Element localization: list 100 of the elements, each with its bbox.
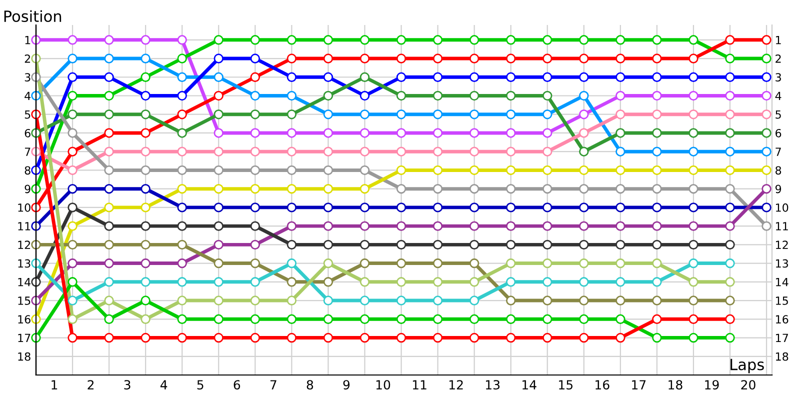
point bbox=[542, 221, 552, 231]
point bbox=[579, 110, 589, 120]
x-tick-label: 20 bbox=[741, 380, 756, 390]
point bbox=[469, 296, 480, 306]
y-tick-label: 3 bbox=[24, 73, 30, 82]
point bbox=[214, 90, 224, 101]
point bbox=[506, 314, 516, 324]
point bbox=[616, 296, 626, 306]
point bbox=[323, 90, 334, 101]
point bbox=[214, 221, 224, 231]
x-tick-label: 18 bbox=[668, 380, 682, 390]
point bbox=[506, 165, 516, 176]
point bbox=[725, 202, 735, 212]
point bbox=[250, 202, 260, 212]
point bbox=[68, 35, 78, 45]
point bbox=[104, 258, 114, 268]
point bbox=[762, 110, 772, 120]
x-tick-label: 7 bbox=[270, 380, 276, 390]
y-tick-label: 8 bbox=[24, 166, 30, 175]
point bbox=[286, 128, 297, 138]
point bbox=[323, 332, 334, 343]
point bbox=[725, 165, 735, 176]
point bbox=[177, 72, 187, 82]
point bbox=[104, 332, 114, 343]
point bbox=[177, 296, 187, 306]
point bbox=[542, 202, 552, 212]
point bbox=[214, 128, 224, 138]
point bbox=[323, 110, 334, 120]
point bbox=[652, 221, 662, 231]
point bbox=[360, 128, 370, 138]
point bbox=[469, 146, 480, 156]
point bbox=[250, 54, 260, 64]
point bbox=[506, 128, 516, 138]
point bbox=[469, 165, 480, 176]
point bbox=[725, 54, 735, 64]
y-tick-label: 15 bbox=[18, 296, 30, 305]
point bbox=[506, 110, 516, 120]
point bbox=[214, 110, 224, 120]
point bbox=[104, 240, 114, 250]
point bbox=[286, 146, 297, 156]
point bbox=[652, 240, 662, 250]
point bbox=[396, 72, 406, 82]
point bbox=[616, 277, 626, 287]
point bbox=[579, 332, 589, 343]
point bbox=[140, 277, 150, 287]
point bbox=[542, 240, 552, 250]
point bbox=[214, 184, 224, 194]
point bbox=[725, 240, 735, 250]
point bbox=[616, 110, 626, 120]
point bbox=[542, 128, 552, 138]
point bbox=[250, 314, 260, 324]
point bbox=[68, 54, 78, 64]
point bbox=[140, 54, 150, 64]
point bbox=[323, 128, 334, 138]
point bbox=[652, 165, 662, 176]
y2-tick-label: 11 bbox=[776, 222, 788, 230]
point bbox=[177, 277, 187, 287]
point bbox=[250, 165, 260, 176]
x-tick-label: 11 bbox=[412, 380, 426, 390]
point bbox=[286, 314, 297, 324]
point bbox=[360, 277, 370, 287]
point bbox=[140, 332, 150, 343]
point bbox=[652, 184, 662, 194]
point bbox=[396, 221, 406, 231]
point bbox=[68, 202, 78, 212]
point bbox=[762, 221, 772, 231]
point bbox=[250, 221, 260, 231]
point bbox=[360, 258, 370, 268]
point bbox=[762, 184, 772, 194]
point bbox=[432, 54, 443, 64]
point bbox=[579, 165, 589, 176]
point bbox=[432, 165, 443, 176]
point bbox=[725, 221, 735, 231]
point bbox=[140, 221, 150, 231]
point bbox=[725, 128, 735, 138]
point bbox=[68, 110, 78, 120]
point bbox=[396, 146, 406, 156]
point bbox=[214, 314, 224, 324]
point bbox=[360, 221, 370, 231]
point bbox=[177, 314, 187, 324]
x-tick-label: 5 bbox=[197, 380, 204, 390]
point bbox=[432, 258, 443, 268]
point bbox=[140, 314, 150, 324]
point bbox=[396, 240, 406, 250]
point bbox=[688, 240, 698, 250]
point bbox=[688, 277, 698, 287]
point bbox=[104, 54, 114, 64]
point bbox=[396, 54, 406, 64]
y-tick-label: 10 bbox=[18, 203, 30, 212]
point bbox=[688, 221, 698, 231]
point bbox=[177, 202, 187, 212]
point bbox=[725, 90, 735, 101]
point bbox=[542, 110, 552, 120]
x-tick-label: 1 bbox=[52, 380, 58, 390]
y-tick-label: 5 bbox=[24, 110, 30, 119]
y-tick-label: 13 bbox=[18, 259, 30, 268]
point bbox=[725, 110, 735, 120]
point bbox=[104, 221, 114, 231]
point bbox=[688, 332, 698, 343]
point bbox=[762, 202, 772, 212]
